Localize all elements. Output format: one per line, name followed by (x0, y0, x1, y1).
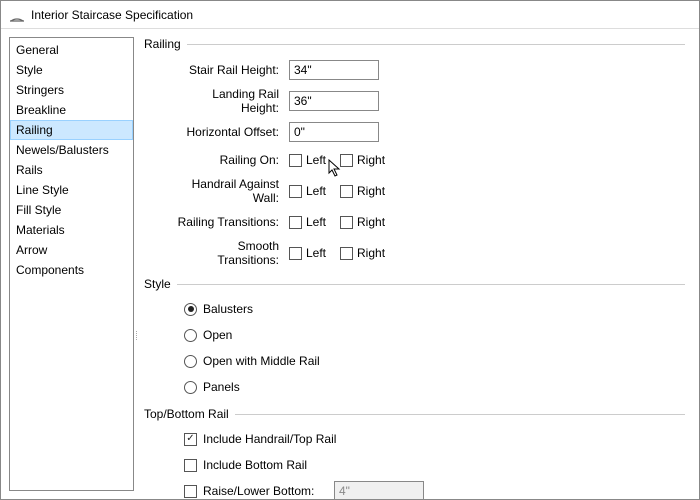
label-railing-transitions: Railing Transitions: (144, 215, 289, 229)
radio-open[interactable] (184, 329, 197, 342)
radio-label-balusters: Balusters (203, 302, 253, 316)
splitter-handle[interactable] (134, 319, 139, 351)
input-landing-rail-height[interactable] (289, 91, 379, 111)
checkbox-include-top-rail[interactable] (184, 433, 197, 446)
group-divider (177, 284, 685, 285)
group-title-railing: Railing (144, 37, 181, 51)
checkbox-railing-trans-right[interactable] (340, 216, 353, 229)
checkbox-label-right: Right (357, 153, 385, 167)
group-title-style: Style (144, 277, 171, 291)
label-handrail-wall: Handrail Against Wall: (144, 177, 289, 205)
sidebar-item-breakline[interactable]: Breakline (10, 100, 133, 120)
group-header-railing: Railing (144, 37, 685, 51)
checkbox-label-include-bottom: Include Bottom Rail (203, 458, 307, 472)
checkbox-smooth-trans-right[interactable] (340, 247, 353, 260)
group-divider (187, 44, 685, 45)
label-smooth-transitions: Smooth Transitions: (144, 239, 289, 267)
checkbox-raise-lower-bottom[interactable] (184, 485, 197, 498)
checkbox-label-left: Left (306, 215, 326, 229)
radio-label-open-middle: Open with Middle Rail (203, 354, 320, 368)
checkbox-label-left: Left (306, 184, 326, 198)
checkbox-railing-on-left[interactable] (289, 154, 302, 167)
window-title: Interior Staircase Specification (31, 8, 193, 22)
sidebar-item-rails[interactable]: Rails (10, 160, 133, 180)
dialog-window: Interior Staircase Specification General… (0, 0, 700, 500)
sidebar-item-fill-style[interactable]: Fill Style (10, 200, 133, 220)
group-style: Style Balusters Open Open with Middle Ra… (144, 277, 685, 397)
group-railing: Railing Stair Rail Height: Landing Rail … (144, 37, 685, 267)
content-area: General Style Stringers Breakline Railin… (1, 29, 699, 499)
label-railing-on: Railing On: (144, 153, 289, 167)
input-horizontal-offset[interactable] (289, 122, 379, 142)
sidebar-item-railing[interactable]: Railing (10, 120, 133, 140)
checkbox-railing-trans-left[interactable] (289, 216, 302, 229)
input-raise-lower-bottom (334, 481, 424, 499)
label-horizontal-offset: Horizontal Offset: (144, 125, 289, 139)
category-sidebar: General Style Stringers Breakline Railin… (9, 37, 134, 491)
radio-balusters[interactable] (184, 303, 197, 316)
group-header-top-bottom: Top/Bottom Rail (144, 407, 685, 421)
titlebar: Interior Staircase Specification (1, 1, 699, 29)
input-stair-rail-height[interactable] (289, 60, 379, 80)
sidebar-item-arrow[interactable]: Arrow (10, 240, 133, 260)
checkbox-label-include-top: Include Handrail/Top Rail (203, 432, 336, 446)
group-header-style: Style (144, 277, 685, 291)
label-landing-rail-height: Landing Rail Height: (144, 87, 289, 115)
radio-panels[interactable] (184, 381, 197, 394)
sidebar-item-materials[interactable]: Materials (10, 220, 133, 240)
checkbox-label-left: Left (306, 246, 326, 260)
group-top-bottom-rail: Top/Bottom Rail Include Handrail/Top Rai… (144, 407, 685, 499)
checkbox-label-left: Left (306, 153, 326, 167)
group-title-top-bottom: Top/Bottom Rail (144, 407, 229, 421)
sidebar-item-newels-balusters[interactable]: Newels/Balusters (10, 140, 133, 160)
checkbox-handrail-wall-right[interactable] (340, 185, 353, 198)
group-divider (235, 414, 685, 415)
checkbox-label-right: Right (357, 215, 385, 229)
sidebar-item-components[interactable]: Components (10, 260, 133, 280)
checkbox-label-right: Right (357, 246, 385, 260)
checkbox-smooth-trans-left[interactable] (289, 247, 302, 260)
checkbox-include-bottom-rail[interactable] (184, 459, 197, 472)
radio-label-open: Open (203, 328, 232, 342)
checkbox-label-raise-lower: Raise/Lower Bottom: (203, 484, 328, 498)
checkbox-label-right: Right (357, 184, 385, 198)
radio-open-middle[interactable] (184, 355, 197, 368)
radio-label-panels: Panels (203, 380, 240, 394)
app-icon (9, 7, 25, 23)
sidebar-item-general[interactable]: General (10, 40, 133, 60)
checkbox-railing-on-right[interactable] (340, 154, 353, 167)
main-panel: Railing Stair Rail Height: Landing Rail … (134, 29, 699, 499)
sidebar-item-style[interactable]: Style (10, 60, 133, 80)
sidebar-item-line-style[interactable]: Line Style (10, 180, 133, 200)
label-stair-rail-height: Stair Rail Height: (144, 63, 289, 77)
checkbox-handrail-wall-left[interactable] (289, 185, 302, 198)
sidebar-item-stringers[interactable]: Stringers (10, 80, 133, 100)
